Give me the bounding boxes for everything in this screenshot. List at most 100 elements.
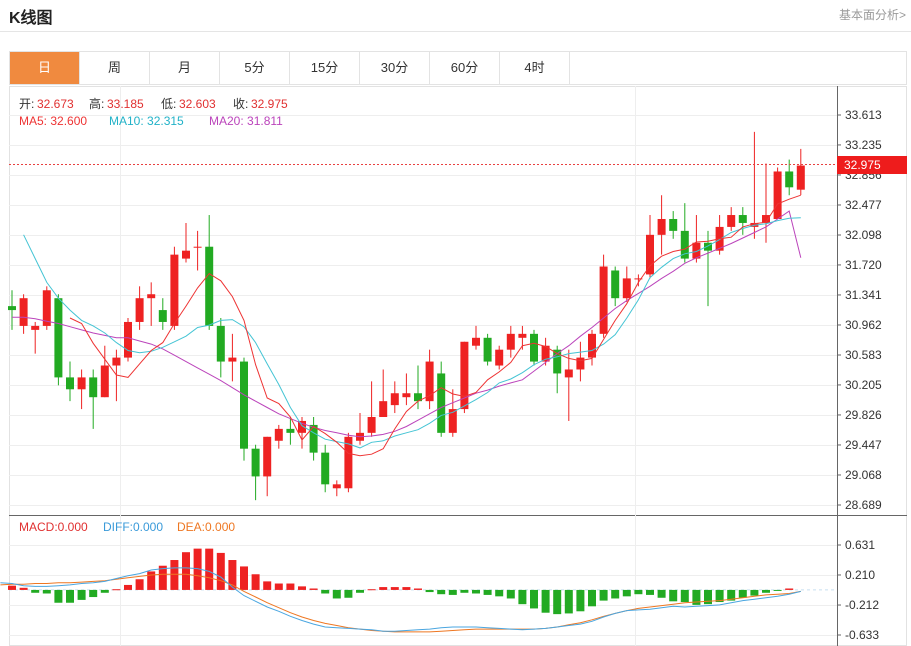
candle (89, 369, 98, 429)
candle-body (100, 365, 109, 398)
candle (356, 413, 364, 445)
candlestick-series (8, 131, 805, 501)
candle-body (680, 230, 689, 259)
low-label: 低: (161, 97, 176, 111)
candle (483, 333, 492, 366)
candle-body (8, 306, 16, 311)
candle (588, 329, 596, 366)
candle-body (634, 278, 643, 280)
candle (448, 389, 457, 437)
price-tick-label: 29.447 (845, 438, 882, 452)
candle-body (576, 357, 585, 370)
macd-series (0, 548, 837, 633)
candle (750, 131, 759, 239)
macd-bar (506, 589, 515, 599)
candle (738, 207, 747, 235)
close-label: 收: (233, 97, 248, 111)
macd-bar (240, 566, 248, 590)
ohlc-legend: 开: 32.673 高: 33.185 低: 32.603 收: 32.975 … (19, 96, 288, 128)
macd-tick-label: -0.633 (845, 628, 879, 642)
candle-body (216, 325, 225, 362)
candle (669, 211, 678, 239)
candle (135, 286, 144, 330)
ma20-line (12, 210, 802, 438)
candle-body (622, 278, 631, 299)
candle-body (31, 325, 40, 330)
candle-body (541, 345, 550, 362)
macd-bar (135, 579, 144, 590)
macd-bar (715, 589, 724, 603)
candle (599, 254, 608, 338)
candle (704, 230, 712, 307)
tab-15min[interactable]: 15分 (290, 52, 360, 84)
macd-bar (263, 581, 272, 590)
moving-average-lines (12, 194, 802, 457)
ma5-line (69, 194, 801, 457)
macd-bar (657, 589, 666, 598)
candle (367, 381, 376, 437)
macd-bar (495, 589, 504, 597)
macd-bar (553, 589, 562, 615)
candle-body (530, 333, 538, 362)
macd-bar (77, 589, 86, 600)
macd-bar (124, 584, 132, 590)
candle-body (263, 436, 272, 477)
candle-body (762, 215, 770, 223)
tab-5min[interactable]: 5分 (220, 52, 290, 84)
candle (379, 369, 388, 418)
candle-body (66, 377, 74, 390)
candle-body (402, 393, 411, 398)
tab-day[interactable]: 日 (10, 52, 80, 84)
candle-body (286, 428, 295, 433)
macd-bar (8, 585, 16, 590)
tab-month[interactable]: 月 (150, 52, 220, 84)
macd-bar (251, 574, 260, 590)
tab-30min[interactable]: 30分 (360, 52, 430, 84)
macd-bar (158, 565, 167, 590)
candle-body (796, 165, 805, 190)
candle-body (518, 333, 527, 338)
dea-line (0, 573, 801, 633)
macd-bar (182, 552, 190, 590)
macd-bar (332, 589, 341, 599)
candle (727, 207, 736, 231)
current-price-tag-text: 32.975 (844, 158, 881, 172)
macd-bar (321, 589, 330, 594)
macd-legend-value: MACD:0.000 (19, 520, 88, 534)
candle (785, 159, 794, 196)
candle (762, 163, 770, 243)
macd-bar (773, 589, 782, 591)
candle (506, 325, 515, 358)
macd-bar (750, 589, 759, 596)
candle (42, 286, 51, 330)
macd-bar (680, 589, 689, 603)
price-tick-label: 30.583 (845, 348, 882, 362)
tab-week[interactable]: 周 (80, 52, 150, 84)
period-tabs: 日 周 月 5分 15分 30分 60分 4时 (9, 51, 907, 85)
candle-body (472, 337, 480, 346)
price-axis: 33.61333.23532.85632.47732.09831.72031.3… (837, 108, 882, 642)
candle (321, 444, 330, 493)
macd-bar (356, 589, 364, 593)
macd-bar (785, 588, 794, 590)
candle-body (251, 448, 260, 477)
macd-bar (402, 587, 411, 590)
macd-bar (228, 560, 237, 590)
candle (77, 369, 86, 410)
price-tick-label: 28.689 (845, 498, 882, 512)
macd-bar (518, 589, 527, 605)
candle-body (205, 246, 214, 326)
candle-body (379, 401, 388, 418)
macd-bar (646, 589, 654, 595)
ma5-legend: MA5: 32.600 (19, 114, 87, 128)
price-tick-label: 32.098 (845, 228, 882, 242)
high-label: 高: (89, 96, 104, 111)
macd-bar (286, 583, 295, 590)
page-title: K线图 (9, 10, 53, 27)
tab-60min[interactable]: 60分 (430, 52, 500, 84)
macd-tick-label: -0.212 (845, 598, 879, 612)
tab-4hour[interactable]: 4时 (500, 52, 570, 84)
macd-bar (530, 589, 538, 609)
fundamental-analysis-link[interactable]: 基本面分析> (838, 8, 906, 22)
